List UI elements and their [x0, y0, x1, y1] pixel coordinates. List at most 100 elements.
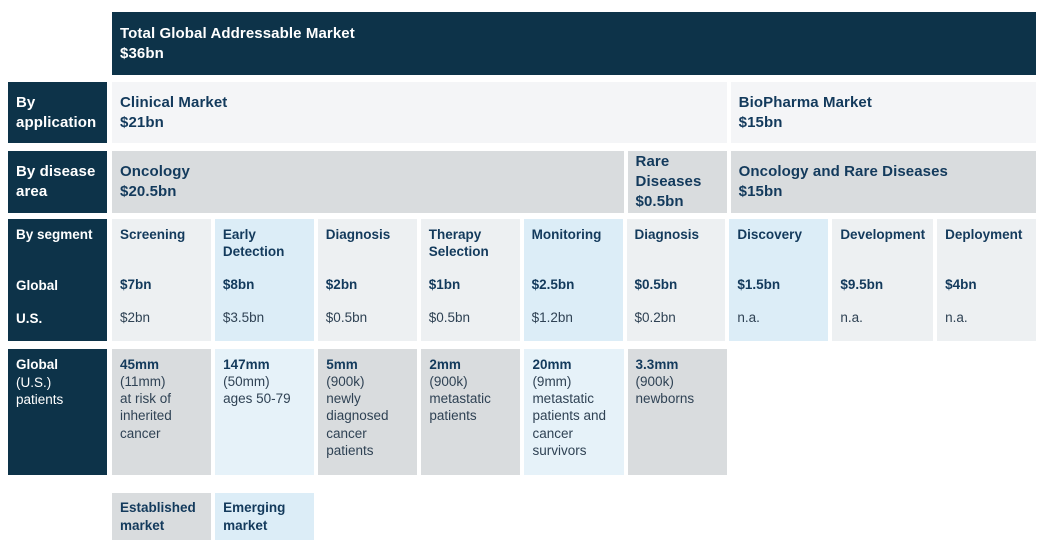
segment-name: Diagnosis: [634, 227, 700, 242]
segment-us-value: n.a.: [945, 310, 968, 325]
application-cell-title: Clinical Market: [120, 93, 228, 111]
segment-cell-development-7: Development $9.5bn n.a.: [832, 219, 934, 341]
disease-area-row: By disease area Oncology $20.5bn Rare Dise…: [8, 151, 1036, 213]
patients-description: ages 50-79: [223, 391, 291, 407]
disease-cell-value: $20.5bn: [120, 183, 177, 200]
segment-us-value: $0.2bn: [634, 310, 676, 325]
patients-label-us: (U.S.): [16, 374, 52, 390]
segment-us-value: n.a.: [840, 310, 863, 325]
patients-description: at risk of inherited cancer: [120, 391, 172, 441]
segment-us-value: $0.5bn: [325, 310, 368, 325]
patients-cell-4: 20mm (9mm) metastatic patients and cancer …: [524, 349, 624, 475]
disease-cell-oncology: Oncology $20.5bn: [112, 151, 624, 213]
patients-value: 147mm: [223, 357, 270, 372]
patients-us-value: (11mm): [120, 374, 166, 390]
application-cell-value: $21bn: [120, 113, 164, 131]
application-cells: Clinical Market $21bn BioPharma Market $15b…: [112, 82, 1036, 143]
legend-chip-established-market: Established market: [112, 493, 212, 541]
patients-row: Global (U.S.) patients 45mm (11mm) at risk…: [8, 349, 1036, 475]
segment-name: Therapy Selection: [428, 227, 489, 260]
patients-us-value: (900k): [429, 374, 468, 390]
segment-name: Early Detection: [222, 227, 285, 260]
segment-name: Discovery: [737, 227, 802, 242]
by-segment-label: By segment: [16, 227, 93, 242]
patients-value: 2mm: [429, 357, 461, 372]
patients-cells: 45mm (11mm) at risk of inherited cancer 147…: [112, 349, 1036, 475]
legend-row: Established market Emerging market: [8, 493, 1036, 541]
patients-description: metastatic patients and cancer survivors: [532, 391, 606, 458]
total-market-title: Total Global Addressable Market: [120, 24, 355, 42]
patients-cell-1: 147mm (50mm) ages 50-79: [215, 349, 315, 475]
patients-value: 45mm: [120, 357, 160, 372]
segment-cell-screening-0: Screening $7bn $2bn: [112, 219, 211, 341]
segment-name: Monitoring: [531, 227, 602, 242]
global-row-label: Global: [16, 278, 59, 293]
segment-global-value: $8bn: [222, 277, 255, 292]
segment-cell-deployment-8: Deployment $4bn n.a.: [937, 219, 1036, 341]
application-row: By application Clinical Market $21bn BioPh…: [8, 82, 1036, 143]
by-application-label: By application: [16, 93, 97, 131]
segment-cells: Screening $7bn $2bn Early Detection $8bn $3.5…: [112, 219, 1036, 341]
row-label-by-segment: By segment Global U.S.: [8, 219, 107, 341]
patients-cell-5: 3.3mm (900k) newborns: [627, 349, 727, 475]
disease-area-cells: Oncology $20.5bn Rare Diseases $0.5bn Oncolo…: [112, 151, 1036, 213]
disease-cell-value: $15bn: [738, 183, 783, 200]
segment-cell-discovery-6: Discovery $1.5bn n.a.: [729, 219, 829, 341]
patients-us-value: (900k): [326, 374, 365, 390]
patients-value: 3.3mm: [635, 357, 679, 372]
segment-global-value: $4bn: [945, 277, 977, 292]
disease-cell-oncology-and-rare-diseases: Oncology and Rare Diseases $15bn: [730, 151, 1036, 213]
row-label-by-application: By application: [8, 82, 107, 143]
patients-value: 20mm: [532, 357, 572, 372]
application-cell-title: BioPharma Market: [738, 93, 872, 111]
row-label-patients: Global (U.S.) patients: [8, 349, 107, 475]
us-row-label: U.S.: [16, 311, 43, 326]
disease-cell-title: Rare Diseases: [635, 153, 702, 191]
patients-cell-2: 5mm (900k) newly diagnosed cancer patients: [318, 349, 418, 475]
legend-chip-emerging-market: Emerging market: [215, 493, 315, 541]
legend-left-spacer: [8, 493, 107, 537]
segment-us-value: n.a.: [737, 310, 760, 325]
application-cell-value: $15bn: [738, 113, 783, 131]
patients-value: 5mm: [326, 357, 358, 372]
application-cell-clinical-market: Clinical Market $21bn: [112, 82, 727, 143]
segment-cell-therapy-selection-3: Therapy Selection $1bn $0.5bn: [420, 219, 520, 341]
patients-description: newly diagnosed cancer patients: [326, 391, 389, 458]
row-label-by-disease-area: By disease area: [8, 151, 107, 213]
segment-name: Development: [840, 227, 926, 242]
patients-us-value: (9mm): [532, 374, 572, 390]
patients-label-global: Global: [16, 357, 59, 372]
patients-cell-3: 2mm (900k) metastatic patients: [421, 349, 521, 475]
application-cell-biopharma-market: BioPharma Market $15bn: [730, 82, 1036, 143]
segment-cell-diagnosis-5: Diagnosis $0.5bn $0.2bn: [626, 219, 726, 341]
segment-global-value: $1.5bn: [737, 277, 781, 292]
total-market-value: $36bn: [120, 44, 164, 62]
segment-global-value: $7bn: [120, 277, 152, 292]
segment-us-value: $3.5bn: [222, 310, 265, 325]
segment-us-value: $0.5bn: [428, 310, 470, 325]
segment-global-value: $9.5bn: [840, 277, 884, 292]
segment-us-value: $1.2bn: [531, 310, 573, 325]
patients-us-value: (900k): [635, 374, 674, 390]
patients-label-patients: patients: [16, 392, 64, 408]
segment-global-value: $2bn: [325, 277, 358, 292]
patients-description: metastatic patients: [429, 391, 491, 424]
segment-us-value: $2bn: [120, 310, 151, 325]
segment-name: Deployment: [945, 227, 1023, 242]
by-disease-area-label: By disease area: [16, 163, 96, 200]
segment-name: Diagnosis: [325, 227, 391, 242]
total-market-row: Total Global Addressable Market $36bn: [8, 12, 1036, 75]
segment-cell-diagnosis-2: Diagnosis $2bn $0.5bn: [317, 219, 417, 341]
segment-name: Screening: [120, 227, 186, 242]
legend-cells: Established market Emerging market: [112, 493, 1036, 541]
disease-cell-title: Oncology and Rare Diseases: [738, 163, 949, 181]
segment-cell-monitoring-4: Monitoring $2.5bn $1.2bn: [523, 219, 623, 341]
patients-description: newborns: [635, 391, 695, 407]
segment-global-value: $0.5bn: [634, 277, 678, 292]
disease-cell-rare-diseases: Rare Diseases $0.5bn: [627, 151, 727, 213]
patients-us-value: (50mm): [223, 374, 270, 390]
disease-cell-value: $0.5bn: [635, 192, 684, 210]
disease-cell-title: Oncology: [120, 163, 190, 181]
header-left-spacer: [8, 12, 107, 75]
